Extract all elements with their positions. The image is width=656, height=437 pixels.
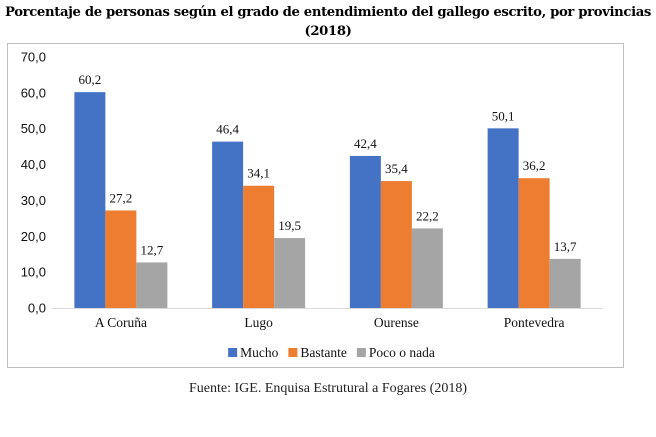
x-axis-categories: A Coruña Lugo Ourense Pontevedra xyxy=(95,315,565,330)
bar-bastante xyxy=(105,210,137,308)
legend-item: Bastante xyxy=(288,345,347,360)
legend-item: Mucho xyxy=(228,345,279,360)
data-label: 42,4 xyxy=(354,136,377,151)
legend-swatch xyxy=(228,348,238,357)
x-category-label: Ourense xyxy=(374,315,419,330)
chart-frame xyxy=(7,43,624,368)
chart-title-line-2: (2018) xyxy=(304,24,352,39)
bar-mucho xyxy=(487,128,519,308)
bar-bastante xyxy=(518,178,550,308)
data-label: 60,2 xyxy=(79,72,102,87)
legend-label: Bastante xyxy=(300,345,347,360)
x-category-label: Lugo xyxy=(244,315,273,330)
legend-swatch xyxy=(356,348,366,357)
legend-swatch xyxy=(288,348,298,357)
chart-title-line-1: Porcentaje de personas según el grado de… xyxy=(4,5,651,20)
bar-mucho xyxy=(74,92,106,308)
data-label: 12,7 xyxy=(141,242,164,257)
data-labels: 60,2 27,2 12,7 46,4 34,1 19,5 42,4 35,4 22,2 50,1… xyxy=(79,72,578,257)
y-tick-label: 40,0 xyxy=(21,157,46,172)
bar-mucho xyxy=(212,141,244,308)
bar-poco-o-nada xyxy=(274,238,306,308)
bar-poco-o-nada xyxy=(549,258,581,308)
bar-poco-o-nada xyxy=(411,228,443,308)
y-tick-label: 30,0 xyxy=(21,193,46,208)
legend-label: Mucho xyxy=(240,345,278,360)
source-note: Fuente: IGE. Enquisa Estrutural a Fogare… xyxy=(189,381,467,396)
y-tick-label: 20,0 xyxy=(21,229,46,244)
x-category-label: A Coruña xyxy=(95,315,147,330)
bar-mucho xyxy=(349,155,381,308)
bar-bastante xyxy=(243,185,275,308)
y-tick-label: 60,0 xyxy=(21,85,46,100)
bar-bastante xyxy=(380,181,412,308)
data-label: 22,2 xyxy=(416,208,439,223)
legend: Mucho Bastante Poco o nada xyxy=(228,345,435,360)
y-tick-label: 0,0 xyxy=(28,301,46,316)
data-label: 50,1 xyxy=(492,108,515,123)
data-label: 13,7 xyxy=(554,239,577,254)
data-label: 34,1 xyxy=(247,166,270,181)
y-tick-label: 70,0 xyxy=(21,50,46,65)
y-tick-label: 50,0 xyxy=(21,121,46,136)
y-axis-ticks: 0,0 10,0 20,0 30,0 40,0 50,0 60,0 70,0 xyxy=(21,50,46,316)
legend-label: Poco o nada xyxy=(369,345,435,360)
data-label: 35,4 xyxy=(385,161,408,176)
y-tick-label: 10,0 xyxy=(21,265,46,280)
data-label: 27,2 xyxy=(110,190,133,205)
data-label: 19,5 xyxy=(278,218,301,233)
bar-poco-o-nada xyxy=(136,262,168,308)
data-label: 36,2 xyxy=(523,158,546,173)
bars xyxy=(74,92,581,308)
legend-item: Poco o nada xyxy=(356,345,435,360)
data-label: 46,4 xyxy=(216,122,239,137)
x-category-label: Pontevedra xyxy=(504,315,565,330)
chart-title: Porcentaje de personas según el grado de… xyxy=(0,3,656,41)
